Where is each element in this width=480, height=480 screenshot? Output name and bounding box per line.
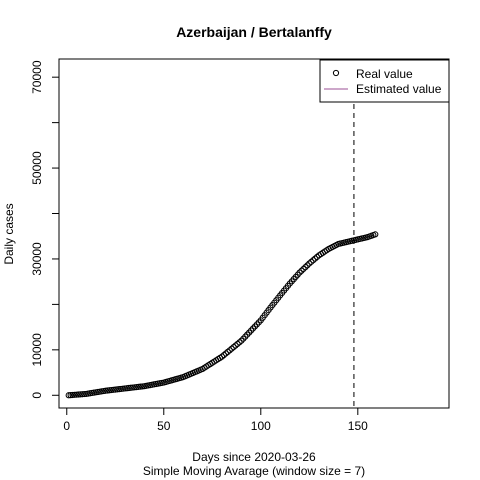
x-axis: 0 50 100 150: [63, 408, 368, 433]
data-point: [67, 392, 74, 399]
y-tick-label: 10000: [30, 333, 44, 367]
legend-box: [319, 59, 450, 103]
x-tick-label: 150: [348, 419, 368, 433]
data-point: [312, 255, 319, 262]
data-point: [79, 391, 86, 398]
data-point: [65, 392, 72, 399]
legend-label-estimated: Estimated value: [356, 82, 442, 96]
y-tick-label: 0: [30, 392, 44, 399]
data-point: [71, 391, 78, 398]
y-axis-label: Daily cases: [2, 203, 16, 264]
legend-marker-real: [332, 69, 340, 77]
data-point: [75, 391, 82, 398]
y-tick-label: 50000: [30, 151, 44, 185]
x-axis-sublabel: Simple Moving Avarage (window size = 7): [143, 464, 365, 478]
chart-title: Azerbaijan / Bertalanffy: [176, 24, 332, 40]
data-point: [296, 269, 303, 276]
data-point: [77, 391, 84, 398]
data-point: [298, 267, 305, 274]
data-point: [302, 264, 309, 271]
legend: Real value Estimated value: [319, 59, 450, 103]
x-tick-label: 0: [63, 419, 70, 433]
data-point: [310, 257, 317, 264]
real-value-series: [65, 231, 379, 399]
legend-label-real: Real value: [356, 67, 413, 81]
data-point: [372, 231, 379, 238]
y-axis: 0 10000 30000 50000 70000: [30, 60, 59, 399]
data-point: [300, 265, 307, 273]
data-point: [69, 391, 76, 399]
data-point: [313, 253, 321, 261]
y-tick-label: 70000: [30, 60, 44, 94]
plot-area: [58, 58, 450, 409]
data-point: [304, 262, 311, 269]
x-tick-label: 100: [251, 419, 271, 433]
x-tick-label: 50: [157, 419, 171, 433]
data-point: [308, 258, 315, 265]
y-tick-label: 30000: [30, 242, 44, 276]
x-axis-label: Days since 2020-03-26: [192, 450, 316, 464]
data-point: [73, 391, 80, 398]
data-point: [81, 390, 88, 398]
data-point: [306, 260, 313, 267]
